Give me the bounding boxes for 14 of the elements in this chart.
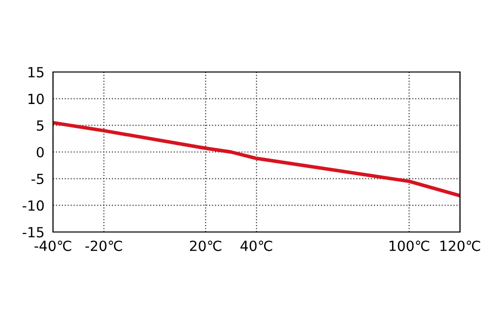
x-tick-label: -40℃ (34, 240, 72, 252)
y-tick-label: 10 (28, 94, 44, 104)
x-tick-label: 40℃ (240, 240, 272, 252)
y-tick-label: 15 (28, 67, 44, 78)
x-tick-label: 100℃ (390, 240, 430, 252)
x-tick-label: -20℃ (85, 240, 122, 252)
x-tick-label: 20℃ (190, 240, 222, 252)
y-tick-label: -10 (22, 200, 44, 211)
y-tick-label: -15 (22, 227, 44, 238)
y-tick-label: 5 (36, 120, 44, 131)
x-tick-label: 120℃ (440, 240, 480, 252)
line-series (53, 120, 460, 198)
y-tick-label: 0 (36, 146, 44, 158)
y-tick-label: -5 (32, 174, 44, 184)
